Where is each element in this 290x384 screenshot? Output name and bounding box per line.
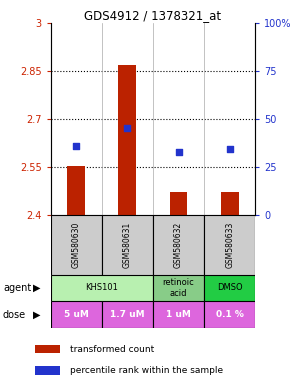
Text: dose: dose [3,310,26,320]
Bar [35,366,60,375]
Text: GSM580631: GSM580631 [123,222,132,268]
Bar [170,192,187,215]
Bar [119,65,136,215]
Text: percentile rank within the sample: percentile rank within the sample [70,366,223,375]
Bar [153,215,204,275]
Bar [153,301,204,328]
Point [125,125,130,131]
Bar [204,301,255,328]
Bar [51,275,153,301]
Bar [67,166,85,215]
Bar [204,215,255,275]
Text: agent: agent [3,283,31,293]
Text: 1.7 uM: 1.7 uM [110,310,145,319]
Bar [51,215,102,275]
Bar [204,275,255,301]
Point [227,146,232,152]
Bar [35,345,60,353]
Bar [102,301,153,328]
Bar [51,301,102,328]
Text: retinoic
acid: retinoic acid [163,278,194,298]
Point [176,149,181,155]
Text: DMSO: DMSO [217,283,242,293]
Text: KHS101: KHS101 [86,283,118,293]
Point [74,142,79,149]
Text: GSM580630: GSM580630 [72,222,81,268]
Bar [221,192,239,215]
Bar [153,275,204,301]
Text: GSM580633: GSM580633 [225,222,234,268]
Text: transformed count: transformed count [70,345,154,354]
Title: GDS4912 / 1378321_at: GDS4912 / 1378321_at [84,9,222,22]
Text: 1 uM: 1 uM [166,310,191,319]
Text: ▶: ▶ [32,283,40,293]
Text: 5 uM: 5 uM [64,310,89,319]
Text: ▶: ▶ [32,310,40,320]
Text: GSM580632: GSM580632 [174,222,183,268]
Bar [102,215,153,275]
Text: 0.1 %: 0.1 % [216,310,244,319]
